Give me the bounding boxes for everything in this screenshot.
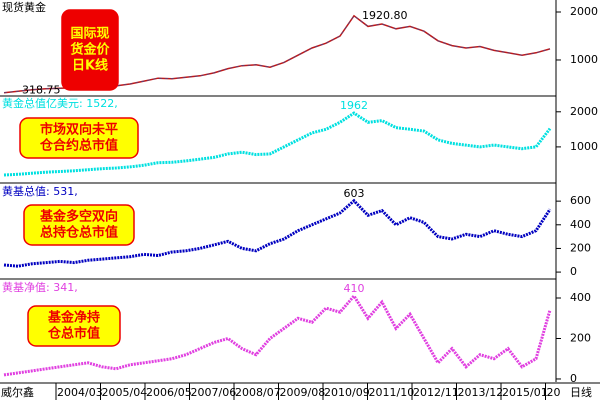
x-tick-label: 2005/04 (102, 386, 148, 399)
y-tick-label: 400 (570, 218, 591, 231)
series-line (3, 293, 552, 377)
panel-label: 黄基总值: 531, (2, 184, 78, 198)
note-box-text: 国际现 (70, 27, 109, 42)
note-box-bg (23, 204, 135, 246)
x-tick-label: 20 (547, 386, 561, 399)
note-box-text: 货金价 (70, 42, 110, 58)
x-tick-label: 2004/03 (57, 386, 103, 399)
note-box-text: 基金净持 (47, 310, 100, 326)
note-box-text: 仓合约总市值 (39, 138, 118, 154)
note-box-text: 总持仓总市值 (40, 225, 118, 241)
value-label: 1920.80 (362, 9, 408, 22)
y-tick-label: 2000 (570, 105, 598, 118)
x-tick-label: 2007/06 (191, 386, 237, 399)
note-box-bg (61, 9, 119, 91)
series-line (3, 111, 552, 177)
note-box-text: 仓总市值 (47, 326, 100, 342)
panel-label: 现货黄金 (2, 0, 46, 14)
value-label: 410 (344, 282, 365, 295)
y-tick-label: 1000 (570, 140, 598, 153)
y-tick-label: 2000 (570, 5, 598, 18)
y-tick-label: 200 (570, 241, 591, 254)
panel-label: 黄金总值亿美元: 1522, (2, 96, 118, 110)
series-line (3, 198, 552, 268)
y-tick-label: 0 (570, 265, 577, 278)
x-tick-label: 2011/10 (369, 386, 415, 399)
value-label: 603 (344, 187, 365, 200)
y-tick-label: 400 (570, 291, 591, 304)
note-box-text: 市场双向未平 (40, 122, 118, 138)
x-tick-label: 2015/01 (502, 386, 548, 399)
note-box-text: 日K线 (72, 58, 108, 74)
x-axis-right: 日线 (570, 385, 592, 399)
note-box-bg (27, 305, 121, 347)
y-tick-label: 600 (570, 194, 591, 207)
x-tick-label: 2013/12 (458, 386, 504, 399)
note-box-bg (19, 117, 139, 159)
y-tick-label: 0 (570, 372, 577, 385)
x-tick-label: 2012/11 (413, 386, 459, 399)
x-axis-left: 威尔鑫 (1, 385, 34, 399)
note-box-text: 基金多空双向 (39, 209, 118, 225)
x-tick-label: 2010/09 (324, 386, 370, 399)
x-tick-label: 2008/07 (235, 386, 281, 399)
value-label: 1962 (340, 99, 368, 112)
panel-label: 黄基净值: 341, (2, 280, 78, 294)
y-tick-label: 200 (570, 331, 591, 344)
value-label: 318.75 (22, 84, 61, 97)
y-tick-label: 1000 (570, 53, 598, 66)
x-tick-label: 2009/08 (280, 386, 326, 399)
x-tick-label: 2006/05 (146, 386, 192, 399)
